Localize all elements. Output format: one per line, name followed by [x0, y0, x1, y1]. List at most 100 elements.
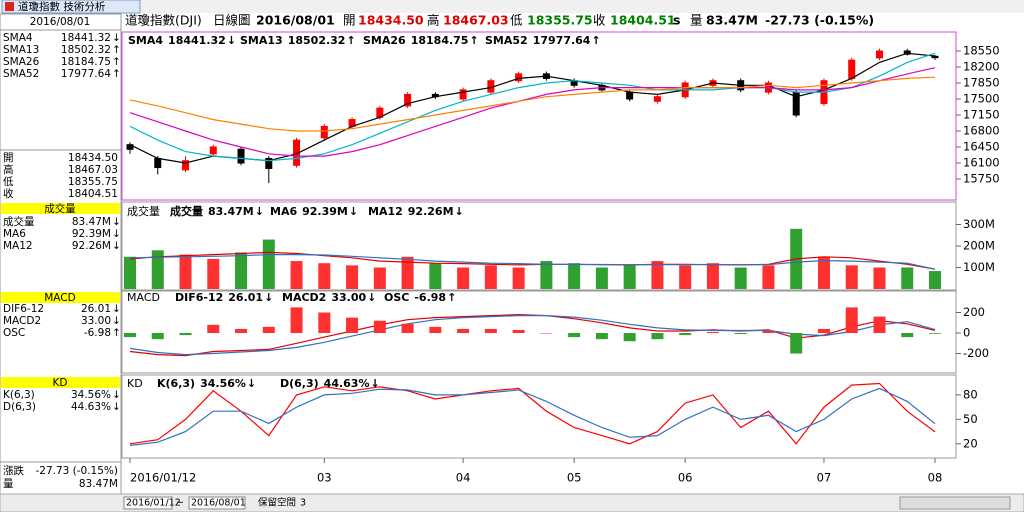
bar: [929, 271, 941, 289]
period: 日線圖: [213, 13, 251, 28]
side-arrow: ↑: [112, 56, 121, 68]
side-arrow: ↓: [112, 303, 121, 315]
high-label: 高: [427, 13, 440, 28]
side-name: SMA26: [3, 56, 40, 68]
section-bar: [1, 292, 120, 303]
legend-value: 33.00: [331, 291, 366, 304]
candle-body: [126, 144, 134, 150]
bar: [151, 333, 164, 340]
side-date: 2016/08/01: [30, 16, 91, 28]
x-tick-label: 04: [456, 471, 471, 485]
bar: [401, 256, 414, 289]
bar: [512, 329, 525, 334]
legend-name: MACD2: [282, 291, 326, 304]
candle-body: [515, 73, 523, 82]
side-value: 26.01: [81, 303, 111, 315]
open-label: 開: [343, 13, 356, 28]
symbol: 道瓊指數(DJI): [125, 13, 202, 28]
y-tick-label: 200M: [963, 239, 995, 253]
bar: [734, 333, 747, 335]
section-title: MACD: [44, 292, 75, 304]
section-bar: [1, 203, 120, 214]
side-border: [0, 13, 122, 495]
legend-value: 18441.32: [168, 34, 226, 47]
bar: [262, 326, 275, 334]
start-date[interactable]: 2016/01/12: [126, 498, 181, 509]
bar: [290, 307, 303, 334]
legend-arrow: ↓: [255, 205, 264, 218]
legend-name: D(6,3): [280, 377, 319, 390]
side-arrow: ↓: [112, 216, 121, 228]
close-value: 18404.51: [610, 13, 676, 28]
tab-bar: [0, 0, 1024, 13]
x-tick-label: 05: [567, 471, 582, 485]
legend-arrow: ↓: [455, 205, 464, 218]
legend-value: 92.26M: [408, 205, 454, 218]
candle-body: [626, 91, 634, 100]
y-tick-label: 16100: [963, 155, 1000, 169]
start-field[interactable]: [123, 496, 173, 510]
change-value: -27.73 (-0.15%): [765, 13, 874, 28]
bar: [484, 328, 497, 334]
side-value: 34.56%: [71, 389, 111, 401]
bar: [457, 267, 470, 289]
bar: [623, 333, 636, 342]
tab-icon: [5, 2, 14, 11]
bar: [817, 328, 830, 334]
side-value: 33.00: [81, 315, 111, 327]
legend-name: SMA52: [485, 34, 528, 47]
candle-body: [459, 89, 467, 100]
bar: [790, 333, 803, 354]
bar: [706, 332, 719, 334]
legend-arrow: ↓: [349, 205, 358, 218]
toolbar-buttons[interactable]: [899, 496, 1011, 510]
bar: [124, 256, 136, 289]
bar: [373, 267, 386, 289]
bar: [568, 263, 581, 289]
legend-arrow: ↑: [469, 34, 478, 47]
legend-name: K(6,3): [157, 377, 195, 390]
bar: [929, 333, 941, 334]
candle-body: [209, 146, 217, 155]
end-field[interactable]: [188, 496, 246, 510]
quote-header: 道瓊指數(DJI) 日線圖 2016/08/01 開 18434.50 高 18…: [125, 13, 874, 28]
y-tick-label: 50: [963, 412, 978, 426]
bar: [235, 328, 248, 334]
y-tick-label: 16450: [963, 139, 1000, 153]
candle-body: [931, 55, 939, 59]
tab-title[interactable]: 道瓊指數 技術分析: [18, 0, 106, 13]
bar: [651, 333, 664, 340]
bar: [540, 261, 553, 289]
candle-body: [653, 96, 661, 102]
legend-name: SMA26: [363, 34, 406, 47]
reserve-value[interactable]: 3: [300, 498, 306, 509]
end-date[interactable]: 2016/08/01: [191, 498, 246, 509]
side-name: OSC: [3, 327, 25, 339]
bar: [845, 265, 858, 289]
bar: [679, 265, 692, 289]
series-line: [129, 52, 936, 162]
side-change-label: 漲跌: [3, 464, 24, 477]
legend-arrow: ↓: [227, 34, 236, 47]
tab[interactable]: [1, 0, 141, 14]
side-name: K(6,3): [3, 389, 35, 401]
candle-body: [154, 157, 162, 169]
side-name: SMA4: [3, 32, 33, 44]
legend-value: 26.01: [228, 291, 263, 304]
candle-body: [265, 157, 273, 169]
open-value: 18434.50: [358, 13, 424, 28]
y-tick-label: 17150: [963, 107, 1000, 121]
side-volume-label: 量: [3, 478, 14, 490]
range-sep: ~: [176, 498, 184, 509]
y-tick-label: 300M: [963, 217, 995, 231]
bar: [762, 330, 775, 334]
bar: [262, 239, 275, 289]
legend-arrow: ↓: [247, 377, 256, 390]
bar: [901, 267, 914, 289]
side-name: D(6,3): [3, 401, 36, 413]
reserve-label: 保留空間: [258, 497, 296, 509]
bar: [679, 333, 692, 336]
side-arrow: ↓: [112, 389, 121, 401]
bar: [207, 324, 220, 334]
